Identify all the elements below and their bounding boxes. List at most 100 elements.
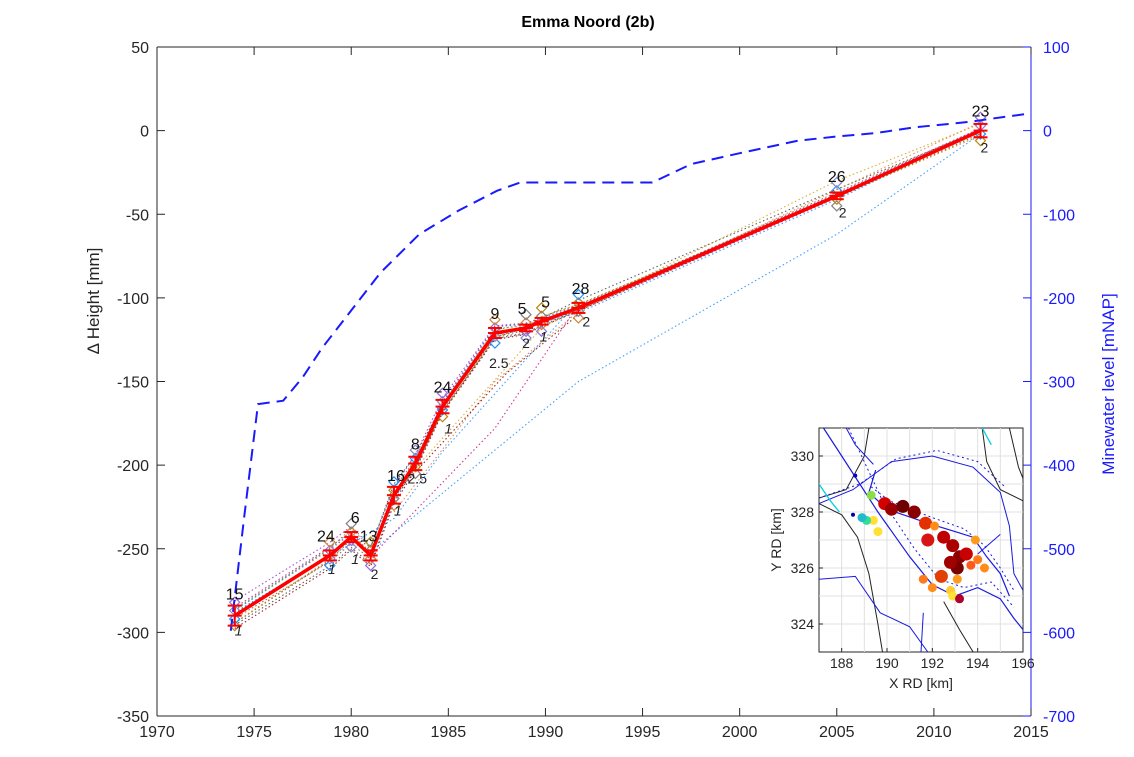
- chart-title: Emma Noord (2b): [521, 14, 654, 31]
- benchmark-marker: [974, 111, 987, 124]
- benchmark-location-dot: [868, 515, 878, 525]
- benchmark-marker: [572, 312, 585, 324]
- y2-tick-label: 0: [1043, 124, 1052, 141]
- map-fault: [822, 428, 1023, 630]
- benchmark-marker: [535, 302, 548, 314]
- x-tick-label: 2015: [1013, 724, 1049, 741]
- inset-content: [819, 428, 1023, 652]
- small-label: 2: [371, 566, 379, 582]
- benchmark-location-dot: [857, 513, 867, 523]
- map-boundary: [819, 503, 883, 652]
- benchmark-marker: [572, 288, 585, 301]
- map-boundary: [1008, 428, 1023, 479]
- inset-y-axis-label: Y RD [km]: [768, 508, 784, 572]
- map-stream: [819, 483, 840, 513]
- small-label: 1: [328, 561, 336, 577]
- small-label: 2.5: [408, 471, 428, 487]
- x-tick-label: 1980: [333, 724, 369, 741]
- benchmark-location-dot: [866, 490, 876, 500]
- benchmark-marker: [830, 200, 843, 212]
- small-label: 2: [522, 335, 530, 351]
- benchmark-location-dot: [919, 516, 933, 530]
- map-contour: [819, 449, 1006, 499]
- x-tick-label: 2005: [819, 724, 855, 741]
- benchmark-marker: [364, 552, 377, 565]
- benchmark-marker: [489, 313, 501, 326]
- benchmark-location-dot: [955, 594, 965, 604]
- benchmark-line: [414, 123, 981, 469]
- inset-x-tick-label: 192: [921, 655, 945, 671]
- y2-tick-label: -200: [1043, 291, 1075, 308]
- y-tick-label: 0: [140, 124, 149, 141]
- benchmark-marker: [345, 517, 358, 530]
- y-tick-label: 50: [131, 40, 149, 57]
- count-label: 9: [490, 306, 499, 323]
- y2-tick-label: -500: [1043, 542, 1075, 559]
- small-label: 2: [839, 205, 847, 221]
- benchmark-marker: [489, 337, 501, 349]
- benchmark-location-dot: [937, 530, 951, 544]
- map-fault: [868, 469, 1010, 597]
- inset-x-tick-label: 188: [830, 655, 854, 671]
- map-boundary: [943, 601, 974, 652]
- benchmark-line: [393, 121, 981, 513]
- map-fault: [845, 428, 874, 465]
- benchmark-location-dot: [952, 574, 962, 584]
- small-label: 2.5: [489, 355, 509, 371]
- y2-tick-label: -300: [1043, 375, 1075, 392]
- map-fault: [819, 575, 929, 652]
- count-label: 16: [387, 468, 405, 485]
- benchmark-marker: [409, 444, 422, 456]
- benchmark-location-dot: [918, 574, 928, 584]
- benchmark-marker: [324, 536, 336, 548]
- small-label: 1: [235, 623, 243, 639]
- count-label: 15: [226, 587, 244, 604]
- y-tick-label: -100: [117, 291, 149, 308]
- count-label: 13: [360, 528, 378, 545]
- small-label: 2: [980, 139, 988, 155]
- y2-axis-label: Minewater level [mNAP]: [1099, 293, 1118, 474]
- y2-tick-label: -400: [1043, 458, 1075, 475]
- benchmark-location-dot: [970, 535, 980, 545]
- map-boundary: [819, 428, 870, 499]
- map-fault: [977, 534, 1001, 555]
- y-tick-label: -200: [117, 458, 149, 475]
- benchmark-line: [234, 129, 981, 626]
- count-label: 6: [351, 510, 360, 527]
- minewater-level-line: [229, 112, 1028, 631]
- benchmark-location-dot: [853, 473, 858, 478]
- map-stream: [981, 428, 992, 446]
- benchmark-location-dot: [973, 555, 983, 565]
- benchmark-location-dot: [979, 563, 989, 573]
- inset-x-axis-label: X RD [km]: [889, 675, 953, 691]
- inset-x-tick-label: 194: [966, 655, 990, 671]
- benchmark-location-dot: [948, 591, 958, 601]
- count-label: 24: [434, 380, 452, 397]
- benchmark-marker: [409, 467, 422, 480]
- inset-y-tick-label: 324: [791, 616, 815, 632]
- benchmark-marker: [409, 460, 422, 473]
- benchmark-marker: [364, 536, 377, 548]
- x-tick-label: 1995: [625, 724, 661, 741]
- y-tick-label: -300: [117, 625, 149, 642]
- y-axis-label: Δ Height [mm]: [84, 248, 103, 355]
- count-label: 5: [541, 294, 550, 311]
- y-tick-label: -50: [126, 207, 149, 224]
- benchmark-marker: [436, 387, 449, 400]
- map-contour: [870, 486, 1015, 591]
- benchmark-location-dot: [930, 521, 940, 531]
- y-tick-label: -350: [117, 709, 149, 726]
- count-label: 23: [972, 104, 990, 121]
- small-label: 1: [540, 328, 548, 344]
- x-tick-label: 2010: [916, 724, 952, 741]
- inset-y-tick-label: 328: [791, 504, 815, 520]
- benchmark-marker: [520, 308, 532, 321]
- y2-tick-label: -100: [1043, 207, 1075, 224]
- benchmark-location-dot: [946, 539, 960, 553]
- map-boundary: [981, 428, 1023, 502]
- benchmark-marker: [535, 325, 548, 338]
- map-fault: [920, 612, 924, 652]
- benchmark-marker: [364, 559, 377, 572]
- benchmark-marker: [436, 404, 449, 416]
